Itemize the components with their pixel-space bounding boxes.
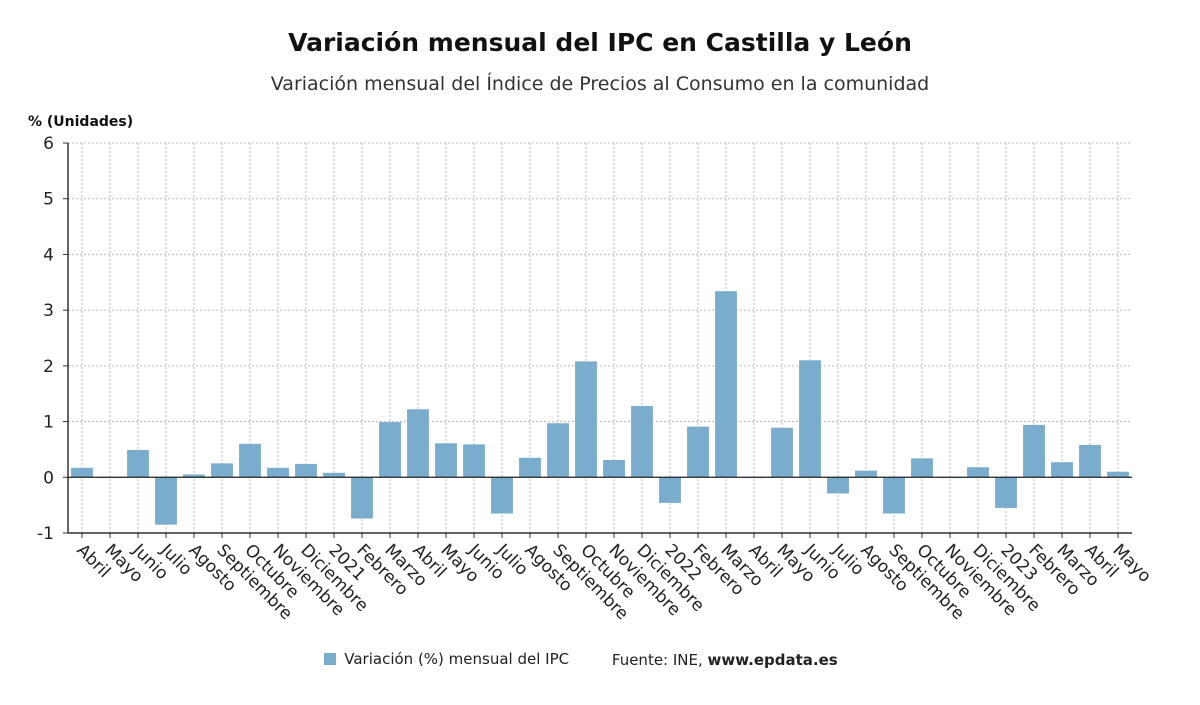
y-tick-labels: -1 0 1 2 3 4 5 6 [37, 134, 54, 544]
bar [771, 427, 793, 478]
bar [211, 463, 233, 478]
bar [351, 477, 373, 519]
bar-series [71, 291, 1129, 525]
legend-item: Variación (%) mensual del IPC [324, 650, 569, 668]
bar [603, 460, 625, 478]
y-tick-label: -1 [37, 524, 54, 544]
bar [883, 477, 905, 514]
bar [519, 457, 541, 478]
legend-label: Variación (%) mensual del IPC [344, 650, 570, 668]
bar [715, 291, 737, 478]
y-tick-label: 0 [43, 468, 54, 488]
x-tick-labels: AbrilMayoJunioJulioAgostoSeptiembreOctub… [72, 540, 1154, 624]
bar [435, 443, 457, 478]
y-tick-label: 4 [43, 245, 54, 265]
source-url: www.epdata.es [707, 651, 838, 669]
bar [239, 443, 261, 478]
bar [323, 472, 345, 478]
bar [295, 463, 317, 478]
bar [127, 449, 149, 478]
bar [71, 467, 93, 478]
bar [491, 477, 513, 514]
bar [267, 467, 289, 478]
bar [1079, 444, 1101, 478]
source-prefix: Fuente: INE, [611, 651, 703, 669]
y-tick-label: 6 [43, 134, 54, 154]
bar [827, 477, 849, 494]
bar [1051, 462, 1073, 478]
bar [687, 426, 709, 478]
chart-subtitle: Variación mensual del Índice de Precios … [270, 73, 930, 95]
bar [155, 477, 177, 525]
bar [575, 361, 597, 478]
bar [547, 423, 569, 478]
y-tick-label: 1 [43, 413, 54, 433]
bar [1107, 471, 1129, 478]
y-tick-label: 5 [43, 190, 54, 210]
bar [659, 477, 681, 503]
bar [799, 360, 821, 478]
bar [463, 444, 485, 478]
bar-chart: -1 0 1 2 3 4 5 6 AbrilMayoJunioJulioAgostoSepti… [37, 134, 1155, 624]
y-tick-label: 3 [43, 301, 54, 321]
bar [1023, 424, 1045, 478]
bar [967, 467, 989, 478]
source-note: Fuente: INE, www.epdata.es [612, 651, 838, 669]
bar [855, 470, 877, 478]
bar [631, 405, 653, 478]
bar [379, 422, 401, 478]
bar [407, 409, 429, 478]
legend: Variación (%) mensual del IPC Fuente: IN… [0, 650, 1200, 669]
chart-title: Variación mensual del IPC en Castilla y … [288, 28, 912, 57]
legend-swatch [324, 653, 337, 665]
axes [63, 142, 1132, 538]
bar [183, 474, 205, 478]
y-tick-label: 2 [43, 357, 54, 377]
bar [911, 458, 933, 478]
y-axis-label: % (Unidades) [28, 114, 134, 130]
bar [995, 477, 1017, 508]
